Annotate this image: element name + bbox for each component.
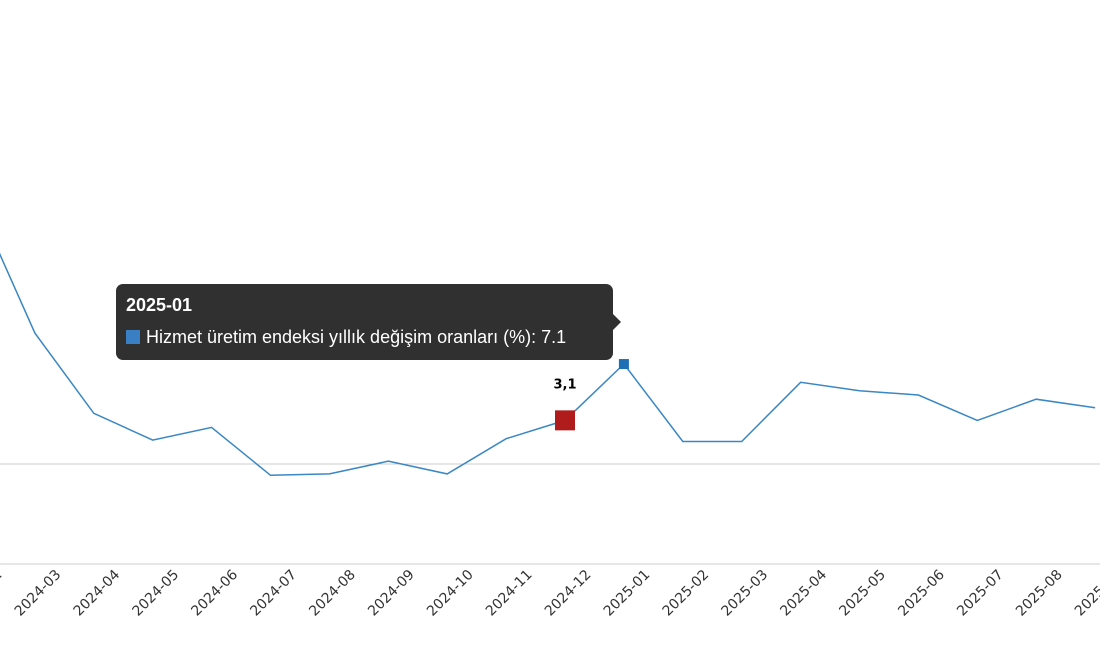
x-tick-label: 2024-05: [130, 567, 183, 620]
x-tick-label: 2024-02: [0, 567, 6, 620]
hovered-point-marker[interactable]: [618, 359, 629, 370]
tooltip-title: 2025-01: [126, 295, 193, 315]
x-tick-label: 2025-07: [954, 567, 1007, 620]
series-line: [0, 252, 1096, 477]
x-tick-label: 2025-04: [777, 567, 830, 620]
tooltip-text: Hizmet üretim endeksi yıllık değişim ora…: [146, 327, 567, 347]
x-tick-label: 2025-09: [1072, 567, 1100, 620]
x-tick-label: 2025-02: [660, 567, 713, 620]
x-tick-label: 2024-04: [71, 567, 124, 620]
x-tick-label: 2024-12: [542, 567, 595, 620]
x-tick-label: 2024-08: [306, 567, 359, 620]
tooltip: 2025-01 Hizmet üretim endeksi yıllık değ…: [116, 284, 621, 360]
x-tick-label: 2025-01: [601, 567, 654, 620]
data-label: 3,1: [553, 377, 576, 392]
tooltip-caret: [613, 314, 621, 330]
x-tick-label: 2024-03: [12, 567, 65, 620]
x-tick-label: 2024-10: [424, 567, 477, 620]
x-tick-label: 2024-07: [247, 567, 300, 620]
highlighted-point-marker[interactable]: [555, 410, 575, 431]
x-axis-ticks: 2024-02 2024-03 2024-04 2024-05 2024-06 2024-…: [0, 567, 1100, 620]
x-tick-label: 2025-03: [719, 567, 772, 620]
x-tick-label: 2025-05: [836, 567, 889, 620]
x-tick-label: 2024-06: [188, 567, 241, 620]
x-tick-label: 2024-11: [483, 567, 536, 620]
series-markers: 3,1: [553, 359, 629, 431]
series-swatch-icon: [126, 330, 140, 344]
x-tick-label: 2025-08: [1013, 567, 1066, 620]
tooltip-row: Hizmet üretim endeksi yıllık değişim ora…: [126, 326, 603, 348]
x-tick-label: 2025-06: [895, 567, 948, 620]
x-tick-label: 2024-09: [365, 567, 418, 620]
